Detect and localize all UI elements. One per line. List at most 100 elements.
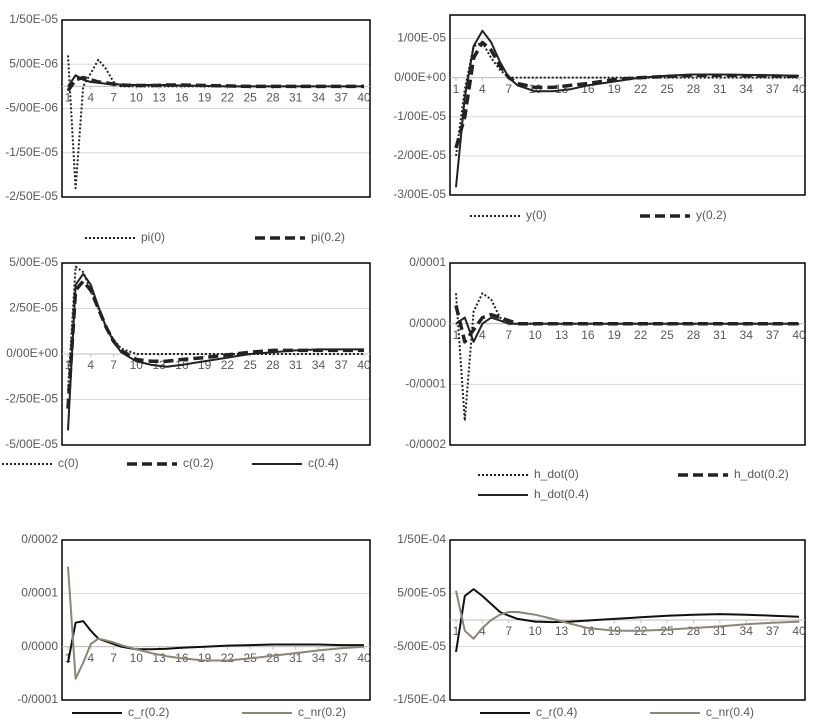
- y-tick-label: -2/50E-05: [5, 392, 58, 406]
- x-tick-label: 13: [555, 328, 569, 342]
- y-tick-label: -5/00E-06: [5, 101, 58, 115]
- x-tick-label: 31: [289, 358, 303, 372]
- y-tick-label: -2/50E-05: [5, 189, 58, 203]
- x-tick-label: 28: [687, 624, 701, 638]
- x-tick-label: 4: [479, 82, 486, 96]
- x-tick-label: 37: [335, 651, 349, 665]
- x-tick-label: 16: [175, 91, 189, 105]
- x-tick-label: 7: [110, 91, 117, 105]
- x-tick-label: 31: [289, 91, 303, 105]
- x-tick-label: 4: [87, 651, 94, 665]
- x-tick-label: 16: [581, 328, 595, 342]
- x-tick-label: 34: [740, 82, 754, 96]
- x-tick-label: 37: [335, 91, 349, 105]
- legend-label: c_nr(0.4): [706, 705, 754, 719]
- plot-frame: [62, 540, 370, 700]
- y-tick-label: 1/50E-05: [9, 12, 58, 26]
- y-tick-label: 0/00E+00: [394, 70, 446, 84]
- x-tick-label: 40: [792, 328, 806, 342]
- legend-label: c(0): [58, 456, 79, 470]
- x-tick-label: 7: [110, 358, 117, 372]
- y-tick-label: -1/50E-04: [393, 692, 446, 706]
- x-tick-label: 13: [555, 624, 569, 638]
- y-tick-label: -2/00E-05: [393, 148, 446, 162]
- x-tick-label: 28: [687, 82, 701, 96]
- y-tick-label: 5/00E-05: [9, 255, 58, 269]
- x-tick-label: 40: [792, 624, 806, 638]
- x-tick-label: 19: [198, 91, 212, 105]
- legend-label: c(0.4): [308, 456, 339, 470]
- x-tick-label: 37: [766, 328, 780, 342]
- x-tick-label: 25: [243, 358, 257, 372]
- series-line: [456, 589, 799, 652]
- legend-label: c_nr(0.2): [298, 705, 346, 719]
- x-tick-label: 10: [130, 91, 144, 105]
- x-tick-label: 22: [221, 358, 235, 372]
- series-line: [68, 55, 364, 188]
- x-tick-label: 25: [660, 624, 674, 638]
- legend-label: h_dot(0.2): [734, 467, 789, 481]
- y-tick-label: 0/0001: [21, 586, 58, 600]
- x-tick-label: 28: [266, 651, 280, 665]
- x-tick-label: 37: [766, 82, 780, 96]
- x-tick-label: 10: [130, 651, 144, 665]
- x-tick-label: 31: [713, 82, 727, 96]
- legend-label: h_dot(0): [534, 467, 579, 481]
- x-tick-label: 7: [110, 651, 117, 665]
- series-line: [456, 42, 799, 155]
- y-tick-label: -1/00E-05: [393, 109, 446, 123]
- x-tick-label: 34: [312, 358, 326, 372]
- legend-label: h_dot(0.4): [534, 487, 589, 501]
- x-tick-label: 13: [152, 91, 166, 105]
- x-tick-label: 1: [453, 82, 460, 96]
- x-tick-label: 34: [312, 651, 326, 665]
- x-tick-label: 40: [357, 358, 371, 372]
- x-tick-label: 7: [505, 624, 512, 638]
- y-tick-label: 5/00E-06: [9, 56, 58, 70]
- x-tick-label: 34: [312, 91, 326, 105]
- x-tick-label: 40: [792, 82, 806, 96]
- legend-label: y(0): [526, 208, 547, 222]
- y-tick-label: 1/00E-05: [397, 31, 446, 45]
- x-tick-label: 7: [505, 328, 512, 342]
- x-tick-label: 37: [335, 358, 349, 372]
- y-tick-label: 0/0000: [21, 639, 58, 653]
- x-tick-label: 19: [608, 82, 622, 96]
- legend-label: c_r(0.2): [128, 705, 169, 719]
- y-tick-label: 0/0001: [409, 255, 446, 269]
- x-tick-label: 22: [634, 328, 648, 342]
- x-tick-label: 25: [660, 82, 674, 96]
- x-tick-label: 40: [357, 651, 371, 665]
- x-tick-label: 7: [505, 82, 512, 96]
- x-tick-label: 22: [221, 91, 235, 105]
- plot-frame: [450, 263, 805, 445]
- x-tick-label: 28: [266, 358, 280, 372]
- x-tick-label: 34: [740, 624, 754, 638]
- legend-label: pi(0.2): [311, 230, 345, 244]
- x-tick-label: 22: [634, 82, 648, 96]
- y-tick-label: 0/0002: [21, 532, 58, 546]
- y-tick-label: -0/0001: [405, 377, 446, 391]
- chart-grid: 1/50E-05 5/00E-06 -5/00E-06 -1/50E-05 -2/50E…: [0, 0, 813, 722]
- legend-label: pi(0): [141, 230, 165, 244]
- page: 1/50E-05 5/00E-06 -5/00E-06 -1/50E-05 -2/50E…: [0, 0, 813, 727]
- legend-label: c(0.2): [183, 456, 214, 470]
- y-tick-label: -1/50E-05: [5, 145, 58, 159]
- series-line: [456, 31, 799, 188]
- y-tick-label: -0/0002: [405, 437, 446, 451]
- y-tick-label: -5/00E-05: [393, 639, 446, 653]
- x-tick-label: 4: [87, 91, 94, 105]
- x-tick-label: 25: [243, 91, 257, 105]
- x-tick-label: 4: [87, 358, 94, 372]
- y-tick-label: 0/0000: [409, 316, 446, 330]
- y-tick-label: 1/50E-04: [397, 532, 446, 546]
- plot-frame: [450, 15, 805, 195]
- legend-label: y(0.2): [696, 208, 727, 222]
- x-tick-label: 28: [687, 328, 701, 342]
- x-tick-label: 34: [740, 328, 754, 342]
- x-tick-label: 22: [221, 651, 235, 665]
- y-tick-label: -3/00E-05: [393, 187, 446, 201]
- x-tick-label: 10: [528, 624, 542, 638]
- x-tick-label: 28: [266, 91, 280, 105]
- series-line: [456, 293, 799, 420]
